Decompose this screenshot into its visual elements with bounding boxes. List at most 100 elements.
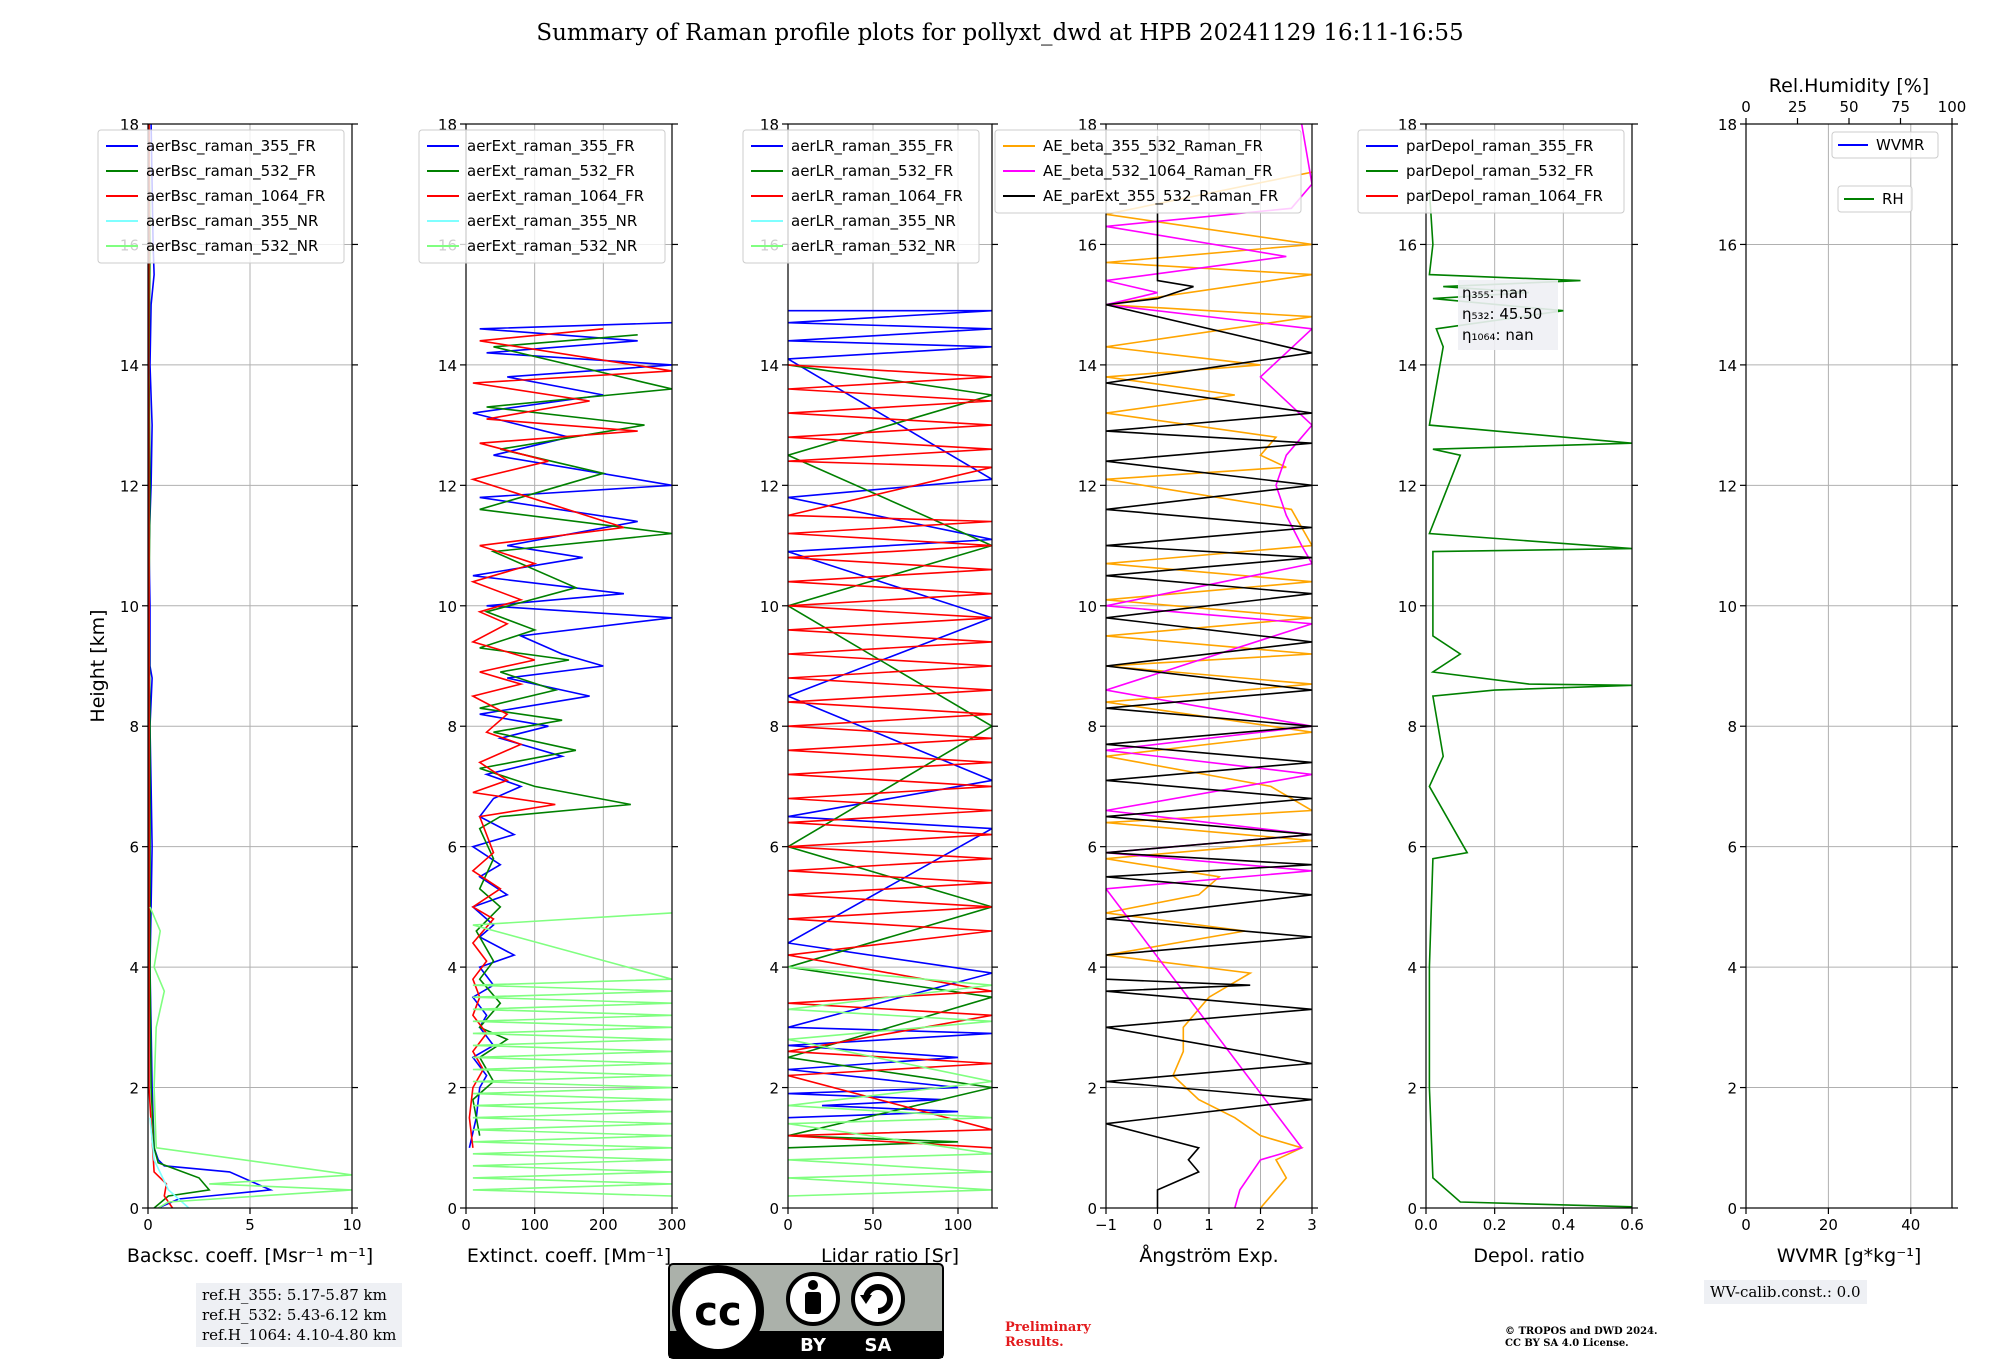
legend-label: aerBsc_raman_355_NR xyxy=(146,212,318,231)
legend-label: AE_parExt_355_532_Raman_FR xyxy=(1043,187,1278,206)
annotation-text: η₁₀₆₄: nan xyxy=(1462,326,1534,344)
y-tick-label: 16 xyxy=(1078,236,1097,254)
legend-box xyxy=(1831,131,1939,159)
y-tick-label: 0 xyxy=(769,1200,779,1218)
y-tick-label: 10 xyxy=(120,598,139,616)
legend-label: aerExt_raman_532_NR xyxy=(467,237,637,256)
legend-label: parDepol_raman_1064_FR xyxy=(1406,187,1603,206)
y-tick-label: 16 xyxy=(1398,236,1417,254)
y-tick-label: 6 xyxy=(1087,839,1097,857)
y-tick-label: 8 xyxy=(447,718,457,736)
cc-icon xyxy=(672,1265,764,1357)
y-tick-label: 0 xyxy=(1727,1200,1737,1218)
y-tick-label: 12 xyxy=(760,477,779,495)
y-tick-label: 18 xyxy=(1718,116,1737,134)
y-tick-label: 4 xyxy=(1407,959,1417,977)
series-line-aerLR_raman_532_NR xyxy=(788,966,992,1197)
y-tick-label: 8 xyxy=(769,718,779,736)
top-tick-label: 0 xyxy=(1741,98,1751,116)
y-tick-label: 14 xyxy=(120,357,139,375)
x-axis-label: Extinct. coeff. [Mm⁻¹] xyxy=(467,1245,671,1267)
top-tick-label: 75 xyxy=(1891,98,1910,116)
legend-box xyxy=(1837,185,1913,213)
x-tick-label: 0 xyxy=(1741,1216,1751,1234)
x-axis-label: Ångström Exp. xyxy=(1139,1244,1278,1267)
y-tick-label: 6 xyxy=(769,839,779,857)
legend-box xyxy=(97,129,345,264)
by-label: BY xyxy=(800,1335,827,1356)
legend-box xyxy=(742,129,980,264)
axes-frame xyxy=(787,123,993,1209)
legend-label: aerLR_raman_532_FR xyxy=(791,162,953,181)
y-tick-label: 8 xyxy=(1727,718,1737,736)
series-group xyxy=(788,309,992,1197)
legend-label: aerBsc_raman_1064_FR xyxy=(146,187,325,206)
y-tick-label: 0 xyxy=(1087,1200,1097,1218)
x-tick-label: 2 xyxy=(1256,1216,1266,1234)
x-tick-label: 50 xyxy=(863,1216,882,1234)
panel-backscatter: 0246810121416180510Backsc. coeff. [Msr⁻¹… xyxy=(97,116,373,1267)
top-tick-label: 50 xyxy=(1839,98,1858,116)
series-line-aerExt_raman_532_FR xyxy=(472,334,672,1136)
y-tick-label: 10 xyxy=(1078,598,1097,616)
y-tick-label: 12 xyxy=(1398,477,1417,495)
panel-lidar-ratio: 024681012141618050100Lidar ratio [Sr]aer… xyxy=(742,116,998,1267)
y-tick-label: 8 xyxy=(1087,718,1097,736)
y-tick-label: 14 xyxy=(438,357,457,375)
x-tick-label: 0.2 xyxy=(1483,1216,1507,1234)
x-tick-label: 3 xyxy=(1307,1216,1317,1234)
reference-heights-box: ref.H_355: 5.17-5.87 km ref.H_532: 5.43-… xyxy=(196,1283,403,1347)
legend-label: RH xyxy=(1882,190,1904,208)
legend-label: AE_beta_355_532_Raman_FR xyxy=(1043,137,1263,156)
x-tick-label: 1 xyxy=(1204,1216,1214,1234)
y-tick-label: 4 xyxy=(129,959,139,977)
series-line-aerLR_raman_1064_FR xyxy=(788,364,992,1149)
axes-frame xyxy=(465,123,673,1209)
ref-height-355: ref.H_355: 5.17-5.87 km xyxy=(202,1286,387,1304)
x-axis-label: Backsc. coeff. [Msr⁻¹ m⁻¹] xyxy=(127,1245,373,1267)
x-tick-label: 0 xyxy=(461,1216,471,1234)
y-tick-label: 8 xyxy=(129,718,139,736)
x-tick-label: 100 xyxy=(944,1216,973,1234)
legend-label: aerBsc_raman_355_FR xyxy=(146,137,316,156)
axes-frame xyxy=(1745,123,1953,1209)
x-tick-label: 0 xyxy=(143,1216,153,1234)
series-line-aerBsc_raman_355_NR xyxy=(149,1117,190,1208)
y-tick-label: 2 xyxy=(129,1080,139,1098)
ref-height-532: ref.H_532: 5.43-6.12 km xyxy=(202,1306,387,1324)
x-tick-label: 0.0 xyxy=(1414,1216,1438,1234)
x-tick-label: 0 xyxy=(1153,1216,1163,1234)
wv-calibration-box: WV-calib.const.: 0.0 xyxy=(1704,1280,1867,1304)
y-tick-label: 12 xyxy=(1078,477,1097,495)
copyright-line-1: © TROPOS and DWD 2024. xyxy=(1505,1326,1658,1337)
preliminary-note: Preliminary Results. xyxy=(1005,1320,1091,1350)
wv-calibration-text: WV-calib.const.: 0.0 xyxy=(1710,1283,1861,1301)
y-tick-label: 2 xyxy=(447,1080,457,1098)
top-tick-label: 25 xyxy=(1788,98,1807,116)
series-line-aerExt_raman_532_NR xyxy=(472,912,672,1197)
y-tick-label: 12 xyxy=(120,477,139,495)
legend-label: aerExt_raman_532_FR xyxy=(467,162,635,181)
y-tick-label: 6 xyxy=(129,839,139,857)
x-tick-label: 40 xyxy=(1901,1216,1920,1234)
x-tick-label: 10 xyxy=(342,1216,361,1234)
y-tick-label: 0 xyxy=(1407,1200,1417,1218)
preliminary-line-2: Results. xyxy=(1005,1335,1064,1350)
y-tick-label: 2 xyxy=(1407,1080,1417,1098)
legend-box xyxy=(1357,129,1625,214)
x-tick-label: 0.6 xyxy=(1620,1216,1644,1234)
preliminary-line-1: Preliminary xyxy=(1005,1320,1091,1335)
series-line-AE_parExt_355_532_Raman_FR xyxy=(1106,136,1312,1208)
series-line-aerBsc_raman_532_FR xyxy=(148,124,211,1208)
series-group xyxy=(1106,124,1312,1208)
y-tick-label: 2 xyxy=(769,1080,779,1098)
x-tick-label: 0 xyxy=(783,1216,793,1234)
panel-extinction: 0246810121416180100200300Extinct. coeff.… xyxy=(418,116,687,1267)
x-tick-label: 100 xyxy=(520,1216,549,1234)
y-tick-label: 12 xyxy=(1718,477,1737,495)
legend-box xyxy=(994,129,1302,214)
x-tick-label: 300 xyxy=(658,1216,687,1234)
